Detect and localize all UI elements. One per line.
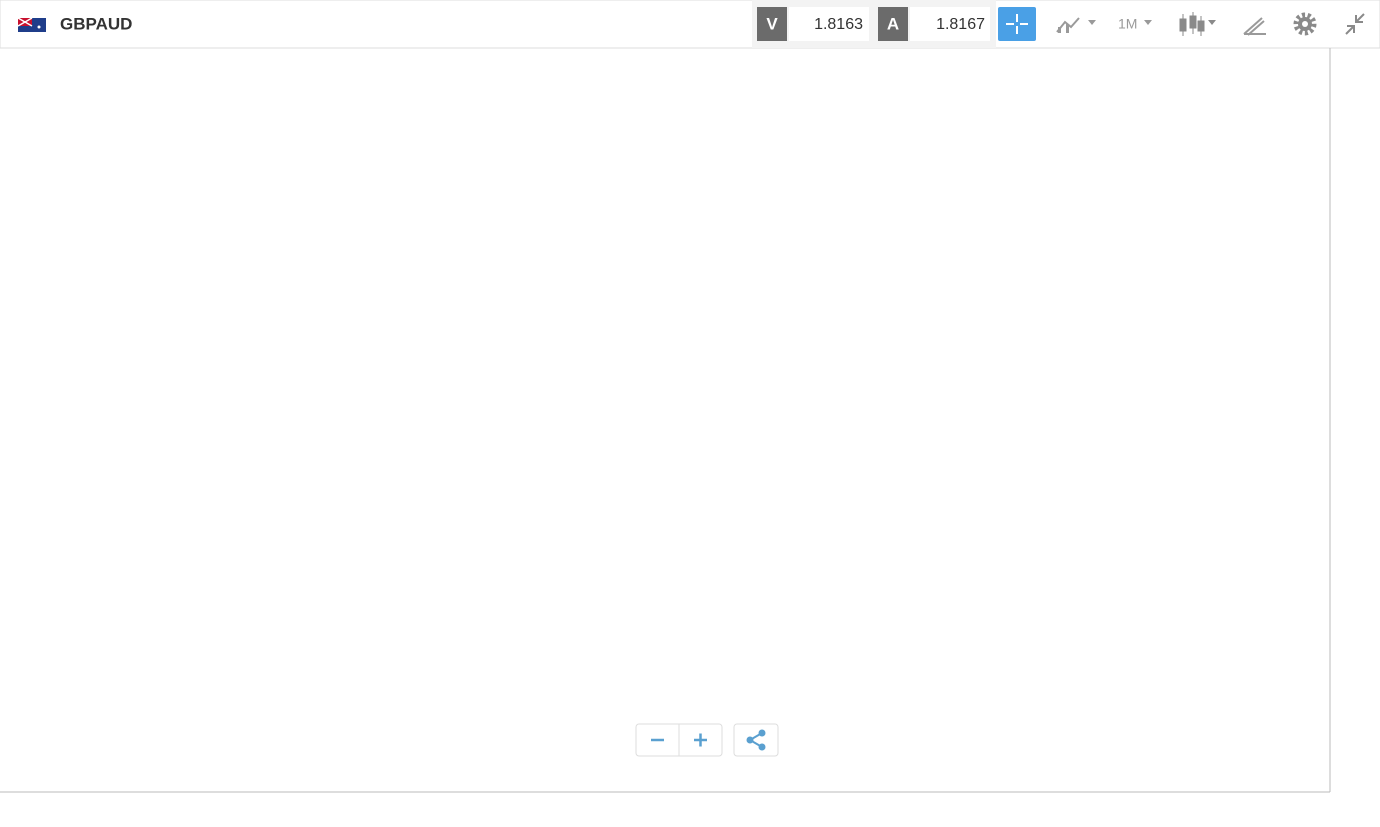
draw-button[interactable]: [1243, 17, 1266, 36]
zoom-in[interactable]: [694, 733, 707, 747]
timeframe[interactable]: 1M: [1118, 16, 1137, 32]
indicator-button[interactable]: [1056, 17, 1096, 33]
settings-button[interactable]: [1293, 12, 1317, 36]
symbol: GBPAUD: [60, 14, 132, 33]
zoom-controls: [635, 723, 779, 757]
ask-button[interactable]: [878, 7, 908, 41]
toolbar: [0, 0, 1380, 49]
bid-label: V: [766, 14, 778, 33]
ask-price: 1.8167: [936, 16, 985, 33]
bid-box: [789, 7, 869, 41]
collapse-button[interactable]: [1345, 13, 1365, 35]
flag-icon: [17, 17, 46, 32]
bid-price: 1.8163: [814, 16, 863, 33]
chart-type-button[interactable]: [1179, 12, 1216, 36]
bid-button[interactable]: [757, 7, 787, 41]
timeframe-caret: [1144, 20, 1152, 25]
share-button[interactable]: [733, 723, 779, 757]
ask-label: A: [887, 14, 899, 33]
ask-box: [910, 7, 990, 41]
crosshair-button[interactable]: [998, 7, 1036, 41]
